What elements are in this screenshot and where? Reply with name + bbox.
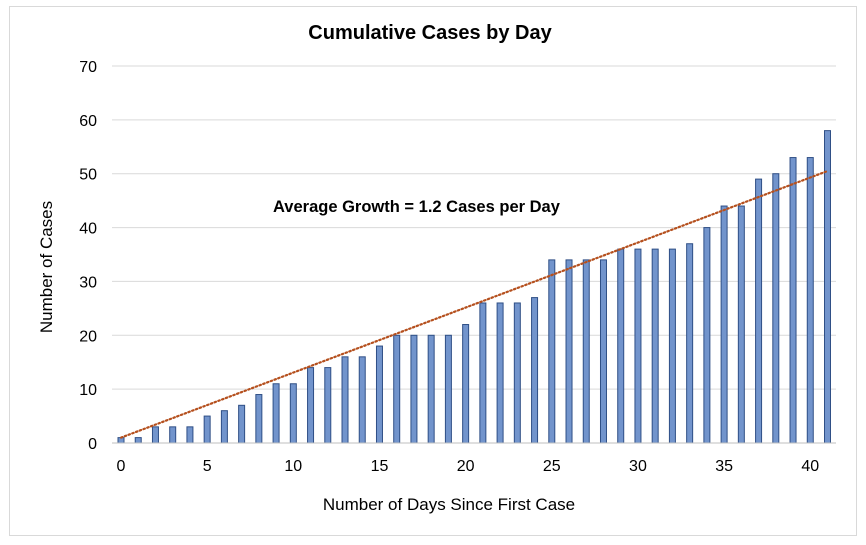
bar <box>427 334 435 444</box>
bar <box>582 259 590 444</box>
bar <box>651 248 659 444</box>
bar <box>737 205 745 444</box>
bar <box>307 367 315 444</box>
bar <box>703 227 711 444</box>
bar <box>393 334 401 444</box>
y-tick-label: 60 <box>79 113 97 130</box>
bar <box>444 334 452 444</box>
trendline <box>119 169 829 439</box>
bar <box>220 410 228 444</box>
bar <box>186 426 194 444</box>
bar <box>255 394 263 444</box>
bar <box>720 205 728 444</box>
y-tick-label: 10 <box>79 382 97 399</box>
x-tick-label: 40 <box>801 458 819 475</box>
bar <box>272 383 280 444</box>
bar <box>617 248 625 444</box>
grid-lines <box>112 65 836 390</box>
bar <box>599 259 607 444</box>
bar <box>548 259 556 444</box>
bar <box>462 324 470 444</box>
y-tick-label: 40 <box>79 221 97 238</box>
bar <box>289 383 297 444</box>
x-tick-label: 25 <box>543 458 561 475</box>
bar <box>806 157 814 444</box>
x-tick-label: 10 <box>284 458 302 475</box>
bar <box>668 248 676 444</box>
bar <box>324 367 332 444</box>
trendline-group <box>119 169 829 439</box>
x-tick-label: 5 <box>203 458 212 475</box>
y-tick-label: 70 <box>79 59 97 76</box>
bar <box>151 426 159 444</box>
bar <box>824 130 831 444</box>
x-tick-label: 35 <box>715 458 733 475</box>
bar <box>238 404 246 444</box>
y-tick-label: 20 <box>79 328 97 345</box>
bar <box>531 297 539 444</box>
bar <box>755 178 763 444</box>
x-axis-label: Number of Days Since First Case <box>323 495 575 514</box>
bar <box>410 334 418 444</box>
x-tick-label: 15 <box>371 458 389 475</box>
bar <box>375 345 383 444</box>
chart-frame <box>9 6 857 536</box>
bar <box>496 302 504 444</box>
bar <box>169 426 177 444</box>
bar <box>789 157 797 444</box>
bar <box>203 415 211 444</box>
annotation-label: Average Growth = 1.2 Cases per Day <box>273 198 561 216</box>
x-tick-label: 30 <box>629 458 647 475</box>
bar <box>513 302 521 444</box>
y-tick-label: 50 <box>79 167 97 184</box>
bar <box>358 356 366 444</box>
chart-title: Cumulative Cases by Day <box>308 22 552 44</box>
y-tick-label: 0 <box>88 436 97 453</box>
bars <box>117 130 831 444</box>
x-tick-labels: 0 5 10 15 20 25 30 35 40 <box>117 458 820 475</box>
y-tick-labels: 0 10 20 30 40 50 60 70 <box>79 59 97 453</box>
x-tick-label: 0 <box>117 458 126 475</box>
x-tick-label: 20 <box>457 458 475 475</box>
bar <box>565 259 573 444</box>
y-tick-label: 30 <box>79 274 97 291</box>
bar <box>772 173 780 444</box>
bar <box>134 437 142 444</box>
bar <box>634 248 642 444</box>
y-axis-label: Number of Cases <box>37 201 56 333</box>
bar <box>686 243 694 444</box>
bar <box>479 302 487 444</box>
bar <box>341 356 349 444</box>
